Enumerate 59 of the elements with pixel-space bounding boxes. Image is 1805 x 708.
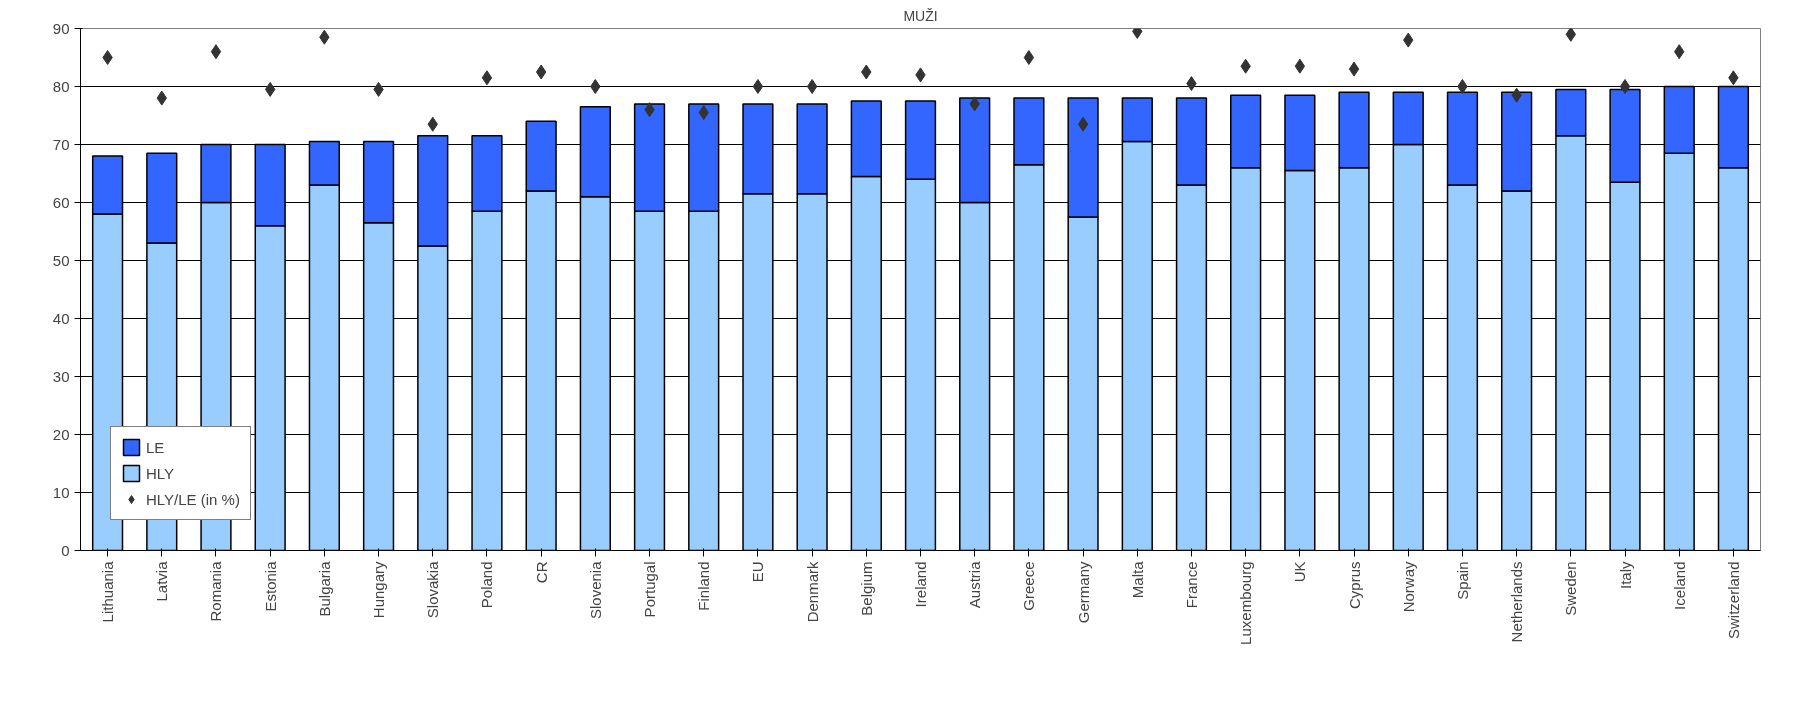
point	[1294, 58, 1306, 74]
x-tick-label: Slovakia	[424, 560, 442, 619]
x-tick-label: UK	[1291, 561, 1309, 583]
x-tick-label: Germany	[1074, 561, 1092, 624]
y-tick-label: 0	[61, 541, 70, 559]
x-tick-label: Lithuania	[99, 560, 117, 623]
point	[806, 79, 818, 94]
x-tick-label: Iceland	[1670, 561, 1688, 610]
y-tick-label: 80	[52, 77, 70, 95]
x-tick-label: Sweden	[1562, 561, 1580, 616]
x-tick-label: Poland	[478, 561, 496, 609]
legend-label: LE	[146, 438, 166, 456]
y-tick-label: 10	[52, 483, 70, 501]
x-tick-label: Slovenia	[586, 560, 604, 620]
point	[590, 79, 601, 94]
y-tick-label: 30	[52, 367, 70, 385]
point	[1023, 50, 1035, 65]
x-tick-label: Hungary	[370, 561, 388, 619]
y-tick-label: 90	[52, 19, 70, 37]
x-tick-label: EU	[749, 561, 767, 583]
point	[102, 50, 113, 65]
x-tick-label: Finland	[695, 561, 713, 611]
x-tick-label: Portugal	[641, 561, 659, 618]
legend-label: HLY/LE (in %)	[146, 490, 240, 508]
x-tick-label: Netherlands	[1508, 561, 1526, 643]
x-tick-label: Cyprus	[1345, 561, 1363, 610]
point	[1565, 28, 1576, 42]
x-tick-label: Estonia	[261, 560, 279, 612]
x-tick-label: Austria	[966, 560, 984, 609]
point	[1619, 79, 1631, 94]
x-tick-label: Malta	[1128, 560, 1146, 599]
point	[752, 79, 764, 94]
x-tick-label: Latvia	[153, 560, 171, 602]
legend-label: HLY	[146, 464, 175, 482]
x-tick-label: Greece	[1020, 561, 1038, 611]
x-tick-label: CR	[532, 561, 550, 584]
y-tick-label: 70	[52, 135, 70, 153]
point	[210, 44, 222, 60]
x-tick-label: Denmark	[803, 561, 821, 623]
x-tick-label: Norway	[1399, 561, 1417, 613]
y-tick-label: 40	[52, 309, 70, 327]
x-tick-label: Ireland	[912, 561, 929, 608]
point	[1077, 116, 1089, 132]
chart-title: MUŽI	[903, 7, 938, 24]
y-tick-label: 60	[52, 193, 70, 211]
point	[1457, 79, 1468, 94]
y-tick-label: 50	[52, 251, 70, 269]
x-tick-label: Spain	[1453, 561, 1471, 600]
x-tick-label: Luxembourg	[1237, 561, 1255, 645]
x-tick-label: France	[1182, 561, 1200, 609]
x-tick-label: Switzerland	[1724, 561, 1742, 640]
point	[481, 70, 493, 86]
x-tick-label: Italy	[1616, 561, 1634, 590]
x-tick-label: Belgium	[857, 561, 875, 616]
y-tick-label: 20	[52, 425, 70, 443]
point	[1348, 61, 1360, 77]
point	[535, 64, 547, 80]
x-tick-label: Bulgaria	[315, 560, 333, 617]
x-tick-label: Romania	[207, 560, 225, 622]
